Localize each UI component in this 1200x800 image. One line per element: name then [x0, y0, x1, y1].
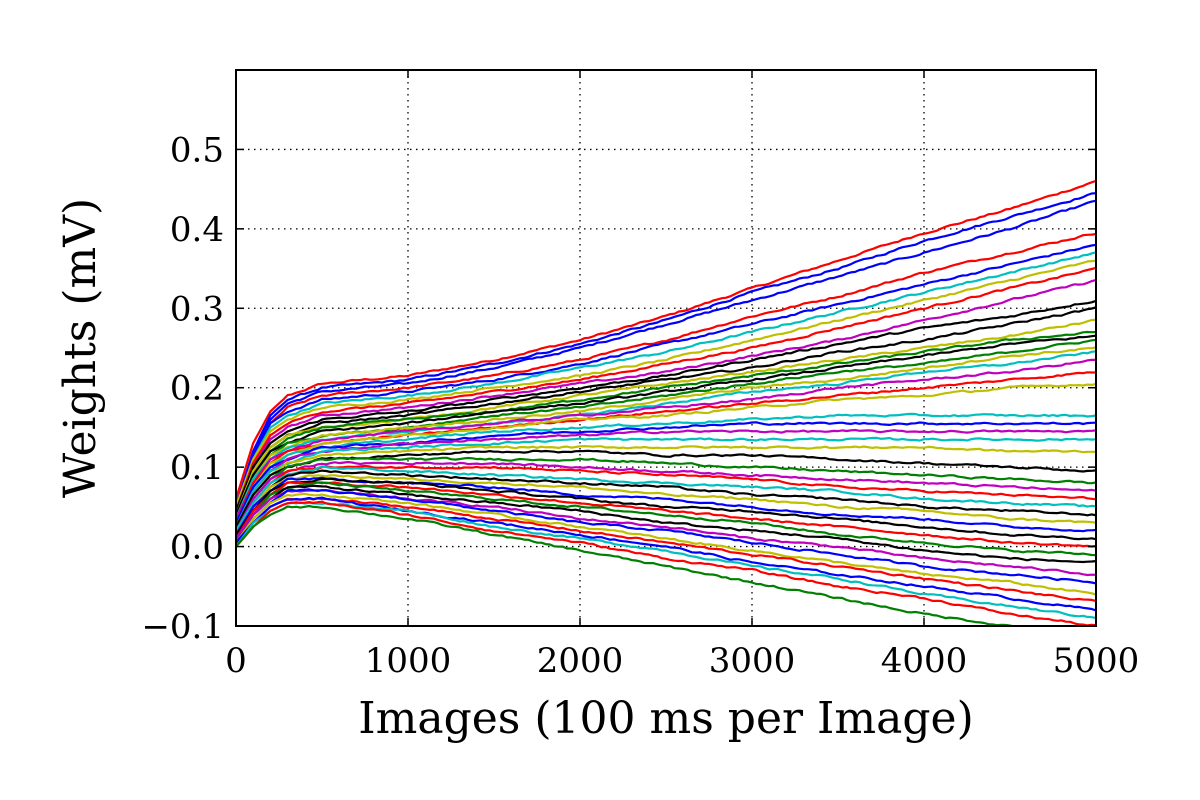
- series-line-37: [236, 484, 1096, 564]
- series-line-13: [236, 330, 1096, 517]
- series-line-20: [236, 382, 1096, 524]
- series-line-22: [236, 421, 1096, 524]
- series-line-1: [236, 179, 1096, 500]
- series-line-12: [236, 318, 1096, 516]
- series-line-23: [236, 428, 1096, 529]
- series-line-10: [236, 299, 1096, 512]
- series-line-36: [236, 481, 1096, 557]
- series-line-16: [236, 346, 1096, 520]
- series-line-5: [236, 243, 1096, 508]
- series-line-2: [236, 192, 1096, 508]
- series-line-8: [236, 266, 1096, 512]
- series-line-18: [236, 358, 1096, 520]
- series-line-6: [236, 251, 1096, 508]
- series-line-29: [236, 464, 1096, 532]
- x-tick-label-3: 3000: [709, 641, 796, 681]
- y-tick-label-0: −0.1: [141, 607, 224, 647]
- series-line-27: [236, 456, 1096, 532]
- series-line-3: [236, 199, 1096, 509]
- series-line-30: [236, 465, 1096, 533]
- series-line-26: [236, 449, 1096, 529]
- series-line-42: [236, 496, 1096, 612]
- series-line-9: [236, 279, 1096, 512]
- y-axis-label: Weights (mV): [55, 198, 106, 498]
- plot-frame: [235, 69, 1097, 627]
- x-tick-label-2: 2000: [537, 641, 624, 681]
- x-tick-label-1: 1000: [365, 641, 452, 681]
- series-line-35: [236, 481, 1096, 548]
- y-tick-label-6: 0.5: [170, 130, 224, 170]
- series-line-40: [236, 492, 1096, 596]
- series-line-7: [236, 259, 1096, 508]
- x-tick-labels: 0 1000 2000 3000 4000 5000: [225, 641, 1139, 681]
- x-tick-label-5: 5000: [1053, 641, 1140, 681]
- y-tick-label-5: 0.4: [170, 210, 224, 250]
- series-line-21: [236, 412, 1096, 524]
- series-line-14: [236, 334, 1096, 517]
- series-line-28: [236, 460, 1096, 532]
- series-line-34: [236, 477, 1096, 541]
- x-axis-label: Images (100 ms per Image): [358, 693, 973, 744]
- series-line-31: [236, 469, 1096, 536]
- series-line-25: [236, 445, 1096, 529]
- series-line-4: [236, 233, 1096, 508]
- x-tick-label-4: 4000: [881, 641, 968, 681]
- series-line-11: [236, 306, 1096, 517]
- y-tick-label-3: 0.2: [170, 369, 224, 409]
- series-lines: [236, 179, 1096, 626]
- y-tick-labels: −0.1 0.0 0.1 0.2 0.3 0.4 0.5: [141, 130, 224, 647]
- series-line-45: [236, 504, 1020, 626]
- x-tick-label-0: 0: [225, 641, 247, 681]
- series-line-44: [236, 500, 1096, 626]
- y-tick-label-1: 0.0: [170, 528, 224, 568]
- y-tick-label-4: 0.3: [170, 289, 224, 329]
- axis-ticks: [235, 70, 1097, 627]
- y-tick-label-2: 0.1: [170, 448, 224, 488]
- series-line-43: [236, 501, 1096, 620]
- series-line-41: [236, 497, 1096, 603]
- series-line-24: [236, 436, 1096, 528]
- grid-lines: [236, 70, 1096, 626]
- series-line-39: [236, 488, 1096, 585]
- series-line-32: [236, 474, 1096, 536]
